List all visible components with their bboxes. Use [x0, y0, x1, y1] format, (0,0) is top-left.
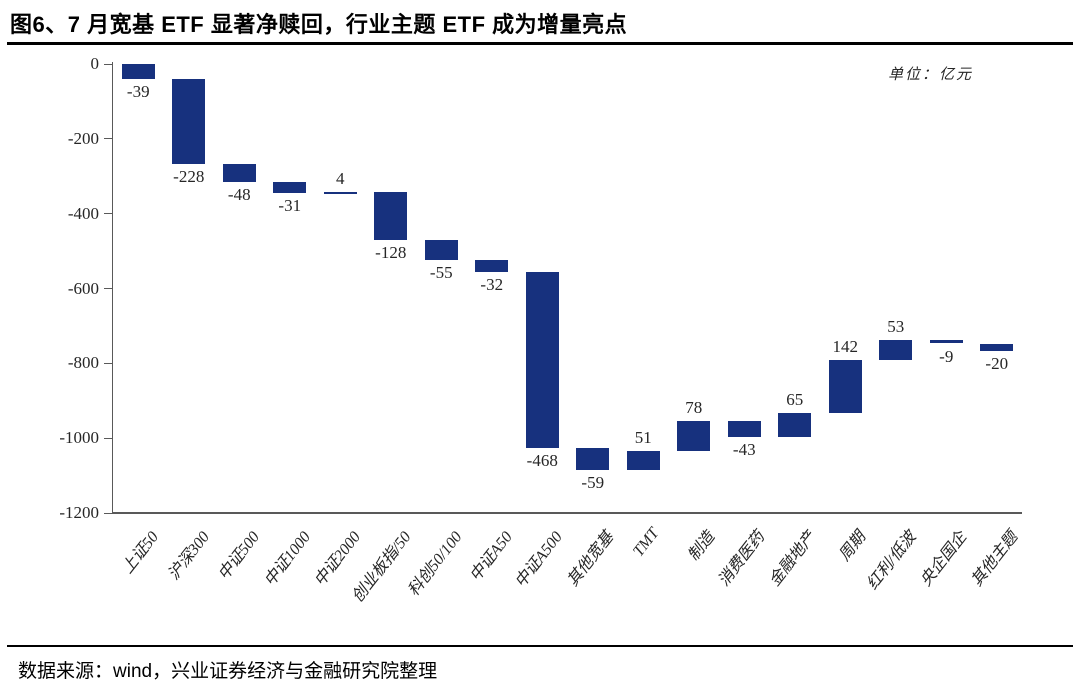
x-axis-label: 金融地产 — [766, 528, 819, 590]
waterfall-bar — [778, 413, 812, 438]
y-axis-line — [112, 62, 113, 514]
waterfall-bar — [222, 163, 256, 182]
title-divider — [7, 42, 1073, 45]
footer-divider — [7, 645, 1073, 647]
y-tick-mark — [104, 437, 112, 439]
bar-value-label: 4 — [336, 168, 345, 188]
bar-value-label: 65 — [786, 390, 804, 410]
unit-label: 单位：亿元 — [888, 67, 974, 83]
y-tick-label: -1200 — [59, 503, 99, 522]
waterfall-bar — [323, 191, 357, 194]
waterfall-bar — [374, 191, 408, 240]
waterfall-bar — [828, 359, 862, 414]
bar-value-label: -9 — [939, 346, 954, 366]
x-axis-label: 其他主题 — [968, 528, 1021, 590]
waterfall-bar — [525, 272, 559, 448]
x-axis-label: 上证50 — [119, 528, 163, 577]
y-tick-mark — [104, 362, 112, 364]
waterfall-bar — [576, 447, 610, 470]
x-axis-line — [112, 512, 1022, 514]
y-tick-mark — [104, 213, 112, 215]
bar-value-label: -32 — [480, 275, 504, 295]
data-source: 数据来源：wind，兴业证券经济与金融研究院整理 — [18, 661, 438, 682]
x-axis-label: 消费医药 — [715, 528, 769, 590]
chart-title: 图6、7 月宽基 ETF 显著净赎回，行业主题 ETF 成为增量亮点 — [10, 12, 628, 37]
x-axis-label: TMT — [630, 525, 663, 560]
y-tick-label: 0 — [90, 54, 100, 73]
bar-value-label: 142 — [832, 336, 859, 356]
waterfall-bar — [879, 340, 913, 360]
y-tick-mark — [104, 138, 112, 140]
x-axis-label: 中证A500 — [512, 528, 567, 591]
bar-value-label: -59 — [581, 472, 605, 492]
x-axis-label: 制造 — [684, 528, 718, 565]
x-axis-label: 央企国企 — [917, 528, 971, 590]
x-axis-label: 沪深300 — [164, 528, 213, 584]
bar-value-label: -55 — [429, 263, 453, 283]
waterfall-chart: 0 -200 -400 -600 -800 -1000 -1200 -39 上证50 -228 沪深… — [59, 54, 1022, 606]
waterfall-bar — [727, 421, 761, 438]
y-tick-label: -800 — [67, 353, 99, 373]
waterfall-bar — [929, 340, 963, 344]
bar-value-label: -31 — [278, 196, 302, 216]
waterfall-bar — [980, 343, 1014, 351]
y-tick-label: -600 — [67, 278, 99, 298]
bar-value-label: -43 — [732, 440, 756, 460]
waterfall-bar — [475, 260, 509, 273]
y-tick-label: -400 — [67, 203, 99, 223]
bar-value-label: -20 — [985, 353, 1009, 373]
bar-value-label: 78 — [685, 398, 703, 418]
x-axis-label: 中证1000 — [261, 528, 314, 590]
bar-value-label: -39 — [126, 81, 150, 101]
y-tick-mark — [104, 512, 112, 514]
bar-value-label: 53 — [887, 317, 905, 337]
bar-value-label: -48 — [227, 184, 251, 204]
y-tick-mark — [104, 288, 112, 289]
x-axis-label: 红利/低波 — [864, 528, 920, 594]
bar-value-label: -468 — [526, 450, 558, 470]
waterfall-bar — [677, 421, 711, 451]
y-tick-label: -1000 — [59, 428, 99, 448]
bar-value-label: 51 — [634, 427, 652, 447]
y-tick-label: -200 — [67, 128, 99, 148]
waterfall-bar — [121, 64, 155, 79]
waterfall-bar — [626, 450, 660, 470]
x-axis-label: 其他宽基 — [564, 528, 617, 590]
x-axis-label: 周期 — [836, 528, 870, 565]
bar-value-label: -228 — [173, 166, 205, 186]
waterfall-bar — [424, 239, 458, 261]
waterfall-bar — [273, 181, 307, 194]
bar-value-label: -128 — [375, 242, 407, 262]
waterfall-bar — [172, 78, 206, 164]
y-tick-mark — [104, 63, 112, 65]
